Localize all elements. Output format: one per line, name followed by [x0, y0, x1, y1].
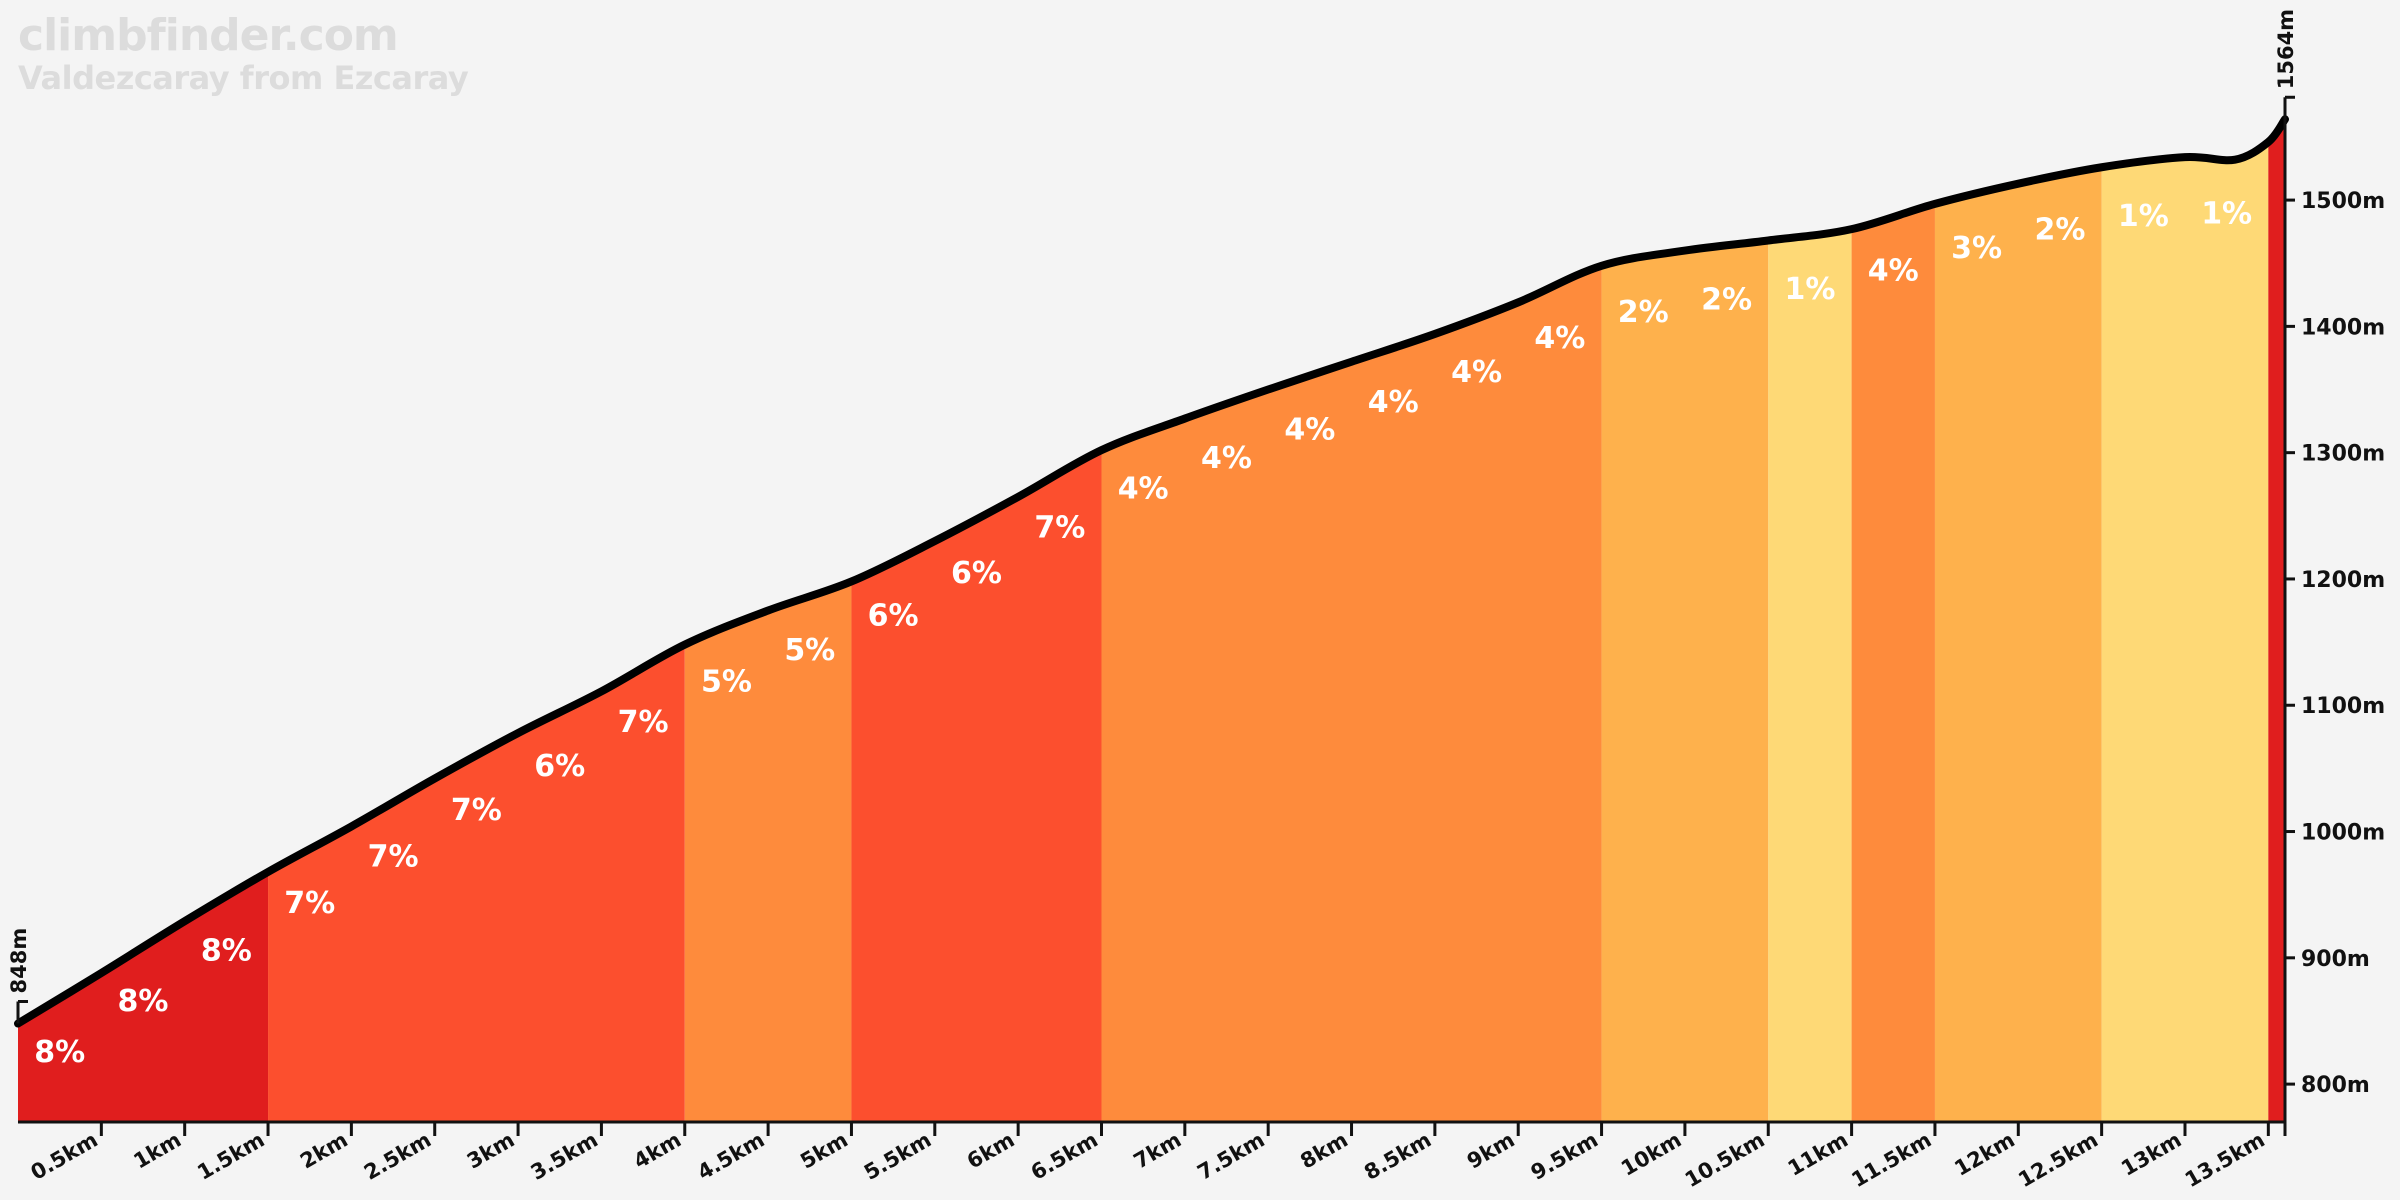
y-tick-label: 1100m — [2301, 694, 2385, 719]
gradient-label: 8% — [118, 984, 169, 1019]
gradient-label: 4% — [1534, 321, 1585, 356]
gradient-label: 7% — [451, 793, 502, 828]
x-tick-label: 7km — [1130, 1128, 1186, 1174]
chart-title: Valdezcaray from Ezcaray — [18, 59, 469, 97]
gradient-segment — [1101, 119, 1602, 1122]
x-tick-label: 11.5km — [1848, 1128, 1936, 1193]
gradient-segment — [1768, 119, 1852, 1122]
gradient-segments — [18, 119, 2285, 1122]
y-tick-label: 1000m — [2301, 821, 2385, 846]
end-elevation-label: 1564m — [2274, 9, 2298, 89]
gradient-label: 7% — [1034, 511, 1085, 546]
x-tick-label: 4.5km — [693, 1128, 768, 1185]
gradient-label: 3% — [1951, 231, 2002, 266]
gradient-label: 1% — [1784, 272, 1835, 307]
gradient-label: 4% — [1201, 441, 1252, 476]
start-elevation-label: 848m — [7, 928, 31, 994]
x-tick-label: 10km — [1617, 1128, 1685, 1181]
gradient-label: 8% — [201, 934, 252, 969]
y-tick-label: 1200m — [2301, 568, 2385, 593]
gradient-label: 1% — [2118, 199, 2169, 234]
gradient-segment — [1601, 119, 1769, 1122]
x-tick-label: 3km — [463, 1128, 519, 1174]
x-tick-label: 3.5km — [527, 1128, 602, 1185]
gradient-label: 5% — [701, 665, 752, 700]
y-tick-label: 1400m — [2301, 315, 2385, 340]
x-tick-label: 0.5km — [27, 1128, 102, 1185]
gradient-label: 2% — [1618, 295, 1669, 330]
gradient-label: 4% — [1368, 385, 1419, 420]
y-tick-label: 1500m — [2301, 189, 2385, 214]
x-tick-label: 12km — [1950, 1128, 2018, 1181]
x-tick-label: 6km — [963, 1128, 1019, 1174]
x-tick-label: 11km — [1784, 1128, 1852, 1181]
site-watermark: climbfinder.com — [18, 10, 399, 61]
gradient-label: 1% — [2201, 196, 2252, 231]
gradient-label: 4% — [1118, 471, 1169, 506]
elevation-markers: 848m 1564m — [7, 9, 2298, 1024]
gradient-label: 6% — [534, 749, 585, 784]
elevation-profile-line — [14, 115, 2289, 1028]
gradient-label: 2% — [2034, 212, 2085, 247]
x-tick-label: 8.5km — [1360, 1128, 1435, 1185]
x-tick-label: 9.5km — [1527, 1128, 1602, 1185]
gradient-labels: 8% 8% 8% 7% 7% 7% 6% 7% 5% 5% 6% 6% 7% 4% 4% 4% 4% 4% 4% 2%… — [34, 196, 2252, 1070]
gradient-segment — [2268, 119, 2285, 1122]
x-axis: 0.5km 1km 1.5km 2km 2.5km 3km 3.5km 4km 4.5km 5km… — [18, 1120, 2285, 1193]
gradient-label: 5% — [784, 633, 835, 668]
y-tick-label: 900m — [2301, 947, 2370, 972]
gradient-segment — [1934, 119, 2102, 1122]
x-tick-label: 5km — [796, 1128, 852, 1174]
gradient-segment — [268, 119, 685, 1122]
gradient-label: 8% — [34, 1035, 85, 1070]
gradient-label: 2% — [1701, 283, 1752, 318]
x-tick-label: 7.5km — [1193, 1128, 1268, 1185]
x-tick-label: 13km — [2117, 1128, 2185, 1181]
x-tick-label: 2.5km — [360, 1128, 435, 1185]
y-tick-label: 800m — [2301, 1073, 2370, 1098]
gradient-label: 4% — [1284, 413, 1335, 448]
gradient-label: 6% — [951, 556, 1002, 591]
x-tick-label: 10.5km — [1681, 1128, 1769, 1193]
x-tick-label: 8km — [1296, 1128, 1352, 1174]
gradient-label: 4% — [1451, 355, 1502, 390]
gradient-label: 4% — [1868, 254, 1919, 289]
gradient-label: 6% — [868, 598, 919, 633]
x-tick-label: 5.5km — [860, 1128, 935, 1185]
x-tick-label: 4km — [630, 1128, 686, 1174]
x-tick-label: 2km — [296, 1128, 352, 1174]
x-tick-label: 13.5km — [2181, 1128, 2269, 1193]
x-tick-label: 6.5km — [1027, 1128, 1102, 1185]
gradient-label: 7% — [368, 839, 419, 874]
x-tick-label: 9km — [1463, 1128, 1519, 1174]
gradient-label: 7% — [618, 705, 669, 740]
gradient-segment — [1851, 119, 1935, 1122]
x-tick-label: 1km — [129, 1128, 185, 1174]
gradient-label: 7% — [284, 886, 335, 921]
x-tick-label: 1.5km — [193, 1128, 268, 1185]
chart-header: climbfinder.com Valdezcaray from Ezcaray — [18, 10, 469, 97]
x-tick-label: 12.5km — [2014, 1128, 2102, 1193]
gradient-segment — [2101, 119, 2269, 1122]
y-axis: 800m 900m 1000m 1100m 1200m 1300m 1400m 1500m — [2283, 112, 2385, 1136]
y-tick-label: 1300m — [2301, 442, 2385, 467]
